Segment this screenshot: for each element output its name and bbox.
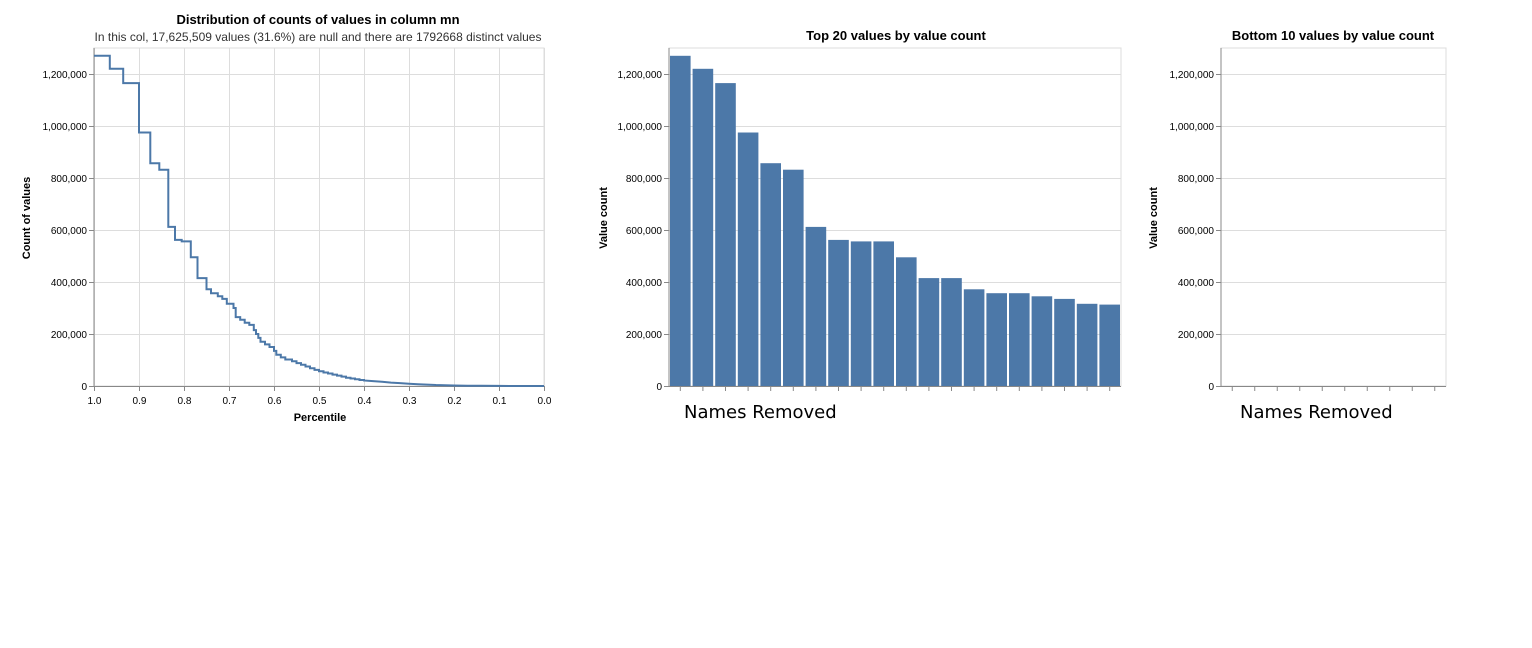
y-tick-label: 200,000 bbox=[626, 330, 663, 341]
distribution-chart-grid bbox=[93, 47, 545, 387]
bar bbox=[918, 278, 940, 386]
bar bbox=[737, 132, 759, 386]
bar bbox=[715, 83, 736, 386]
distribution-series-line bbox=[94, 54, 544, 387]
bottom10-chart-title: Bottom 10 values by value count bbox=[1232, 28, 1435, 43]
distribution-chart-y-axis: 0 200,000 400,000 600,000 800,000 1,000,000 1,… bbox=[43, 48, 544, 393]
bottom10-chart: Bottom 10 values by value count 0 200,000… bbox=[1148, 28, 1447, 393]
x-tick-label: 0.3 bbox=[403, 396, 417, 407]
distribution-chart-y-label: Count of values bbox=[21, 177, 33, 260]
y-tick-label: 800,000 bbox=[1178, 174, 1215, 185]
y-tick-label: 600,000 bbox=[1178, 226, 1215, 237]
y-tick-label: 800,000 bbox=[51, 174, 88, 185]
y-tick-label: 400,000 bbox=[51, 278, 88, 289]
bar bbox=[1054, 298, 1075, 386]
bar bbox=[760, 163, 781, 386]
top20-chart-title: Top 20 values by value count bbox=[806, 28, 986, 43]
bar bbox=[692, 68, 714, 387]
distribution-chart-x-axis: 1.0 0.9 0.8 0.7 0.6 0.5 0.4 0.3 0.2 0.1 0.0 bbox=[88, 386, 552, 407]
distribution-chart: Distribution of counts of values in colu… bbox=[21, 12, 552, 424]
x-tick-label: 0.9 bbox=[133, 396, 147, 407]
plot-frame bbox=[1220, 47, 1447, 387]
y-tick-label: 600,000 bbox=[626, 226, 663, 237]
y-tick-label: 600,000 bbox=[51, 226, 88, 237]
x-tick-label: 0.8 bbox=[178, 396, 192, 407]
y-tick-label: 1,200,000 bbox=[43, 70, 88, 81]
bottom10-names-removed-label: Names Removed bbox=[1240, 402, 1393, 423]
plot-frame bbox=[668, 47, 1122, 387]
x-tick-label: 0.4 bbox=[358, 396, 372, 407]
x-tick-label: 0.0 bbox=[538, 396, 552, 407]
top20-chart-grid bbox=[668, 47, 1122, 387]
y-tick-label: 200,000 bbox=[1178, 330, 1215, 341]
bottom10-chart-y-label: Value count bbox=[1148, 187, 1160, 249]
bar bbox=[670, 55, 691, 387]
bar bbox=[783, 169, 804, 386]
bar bbox=[986, 293, 1007, 386]
y-tick-label: 0 bbox=[656, 382, 662, 393]
bar bbox=[873, 241, 894, 386]
distribution-chart-x-label: Percentile bbox=[294, 412, 347, 424]
bar bbox=[896, 257, 917, 386]
top20-chart: Top 20 values by value count 0 200,000 400… bbox=[598, 28, 1122, 393]
top20-names-removed-label: Names Removed bbox=[684, 402, 837, 423]
x-tick-label: 0.6 bbox=[268, 396, 282, 407]
distribution-chart-subtitle: In this col, 17,625,509 values (31.6%) a… bbox=[95, 30, 542, 44]
bar bbox=[850, 241, 872, 386]
distribution-chart-title: Distribution of counts of values in colu… bbox=[176, 12, 459, 27]
top20-chart-y-axis: 0 200,000 400,000 600,000 800,000 1,000,000 1,… bbox=[618, 48, 1121, 393]
bar bbox=[805, 226, 827, 386]
y-tick-label: 400,000 bbox=[626, 278, 663, 289]
y-tick-label: 1,200,000 bbox=[1170, 70, 1215, 81]
bottom10-chart-grid bbox=[1220, 47, 1447, 387]
bar bbox=[963, 289, 985, 386]
y-tick-label: 800,000 bbox=[626, 174, 663, 185]
y-tick-label: 400,000 bbox=[1178, 278, 1215, 289]
y-tick-label: 1,000,000 bbox=[618, 122, 663, 133]
bar bbox=[1076, 303, 1098, 386]
bottom10-chart-x-axis bbox=[1231, 386, 1436, 391]
bar bbox=[1009, 293, 1030, 386]
y-tick-label: 200,000 bbox=[51, 330, 88, 341]
top20-chart-x-axis bbox=[679, 386, 1111, 391]
bar bbox=[941, 278, 962, 386]
y-tick-label: 0 bbox=[81, 382, 87, 393]
top20-chart-y-label: Value count bbox=[598, 187, 610, 249]
y-tick-label: 1,000,000 bbox=[1170, 122, 1215, 133]
x-tick-label: 0.2 bbox=[448, 396, 462, 407]
y-tick-label: 1,000,000 bbox=[43, 122, 88, 133]
bar bbox=[828, 239, 849, 386]
y-tick-label: 0 bbox=[1208, 382, 1214, 393]
bar bbox=[1031, 296, 1053, 386]
bottom10-chart-y-axis: 0 200,000 400,000 600,000 800,000 1,000,000 1,… bbox=[1170, 48, 1446, 393]
bar bbox=[1099, 304, 1120, 386]
x-tick-label: 0.1 bbox=[493, 396, 507, 407]
x-tick-label: 1.0 bbox=[88, 396, 102, 407]
x-tick-label: 0.5 bbox=[313, 396, 327, 407]
x-tick-label: 0.7 bbox=[223, 396, 237, 407]
y-tick-label: 1,200,000 bbox=[618, 70, 663, 81]
top20-chart-bars bbox=[670, 55, 1120, 387]
